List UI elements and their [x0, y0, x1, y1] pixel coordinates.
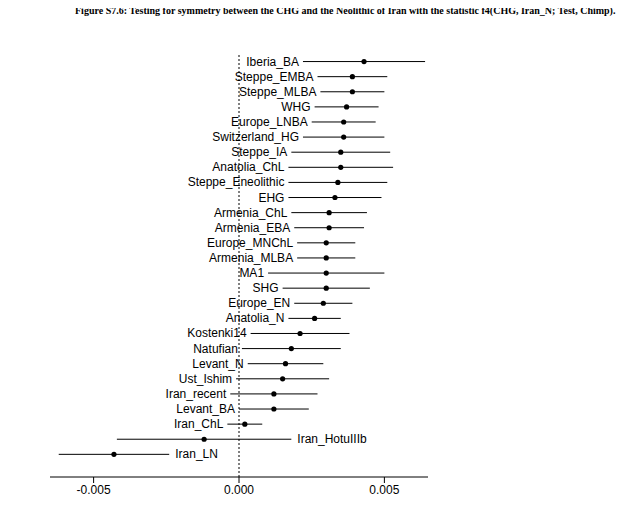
svg-text:Anatolia_N: Anatolia_N	[226, 311, 285, 325]
svg-text:Kostenki14: Kostenki14	[187, 326, 247, 340]
svg-text:Anatolia_ChL: Anatolia_ChL	[212, 160, 284, 174]
svg-text:Armenia_EBA: Armenia_EBA	[215, 221, 290, 235]
svg-text:Europe_EN: Europe_EN	[228, 296, 290, 310]
svg-text:Steppe_EMBA: Steppe_EMBA	[235, 70, 314, 84]
svg-text:SHG: SHG	[253, 281, 279, 295]
html-text:Figure S7.6: Testing for symme: Figure S7.6: Testing for symmetry betwee…	[75, 5, 616, 16]
svg-text:Europe_MNChL: Europe_MNChL	[207, 236, 293, 250]
svg-text:Iberia_BA: Iberia_BA	[246, 55, 299, 69]
svg-text:WHG: WHG	[281, 100, 310, 114]
svg-text:Armenia_MLBA: Armenia_MLBA	[209, 251, 293, 265]
svg-text:0.005: 0.005	[369, 483, 399, 497]
svg-text:Steppe_MLBA: Steppe_MLBA	[239, 85, 316, 99]
svg-text:Levant_BA: Levant_BA	[176, 402, 235, 416]
svg-text:Iran_HotuIIIb: Iran_HotuIIIb	[297, 432, 367, 446]
svg-text:Steppe_IA: Steppe_IA	[231, 145, 287, 159]
svg-text:EHG: EHG	[258, 191, 284, 205]
svg-text:Steppe_Eneolithic: Steppe_Eneolithic	[188, 175, 285, 189]
svg-text:Natufian: Natufian	[193, 342, 238, 356]
svg-text:Switzerland_HG: Switzerland_HG	[212, 130, 299, 144]
svg-text:Ust_Ishim: Ust_Ishim	[179, 372, 232, 386]
svg-text:Armenia_ChL: Armenia_ChL	[214, 206, 288, 220]
svg-text:-0.005: -0.005	[77, 483, 111, 497]
svg-text:MA1: MA1	[239, 266, 264, 280]
svg-text:Levant_N: Levant_N	[192, 357, 243, 371]
svg-text:Europe_LNBA: Europe_LNBA	[231, 115, 308, 129]
svg-text:Iran_ChL: Iran_ChL	[174, 417, 224, 431]
svg-text:0.000: 0.000	[224, 483, 254, 497]
svg-text:Iran_recent: Iran_recent	[166, 387, 227, 401]
svg-text:Iran_LN: Iran_LN	[175, 447, 218, 461]
